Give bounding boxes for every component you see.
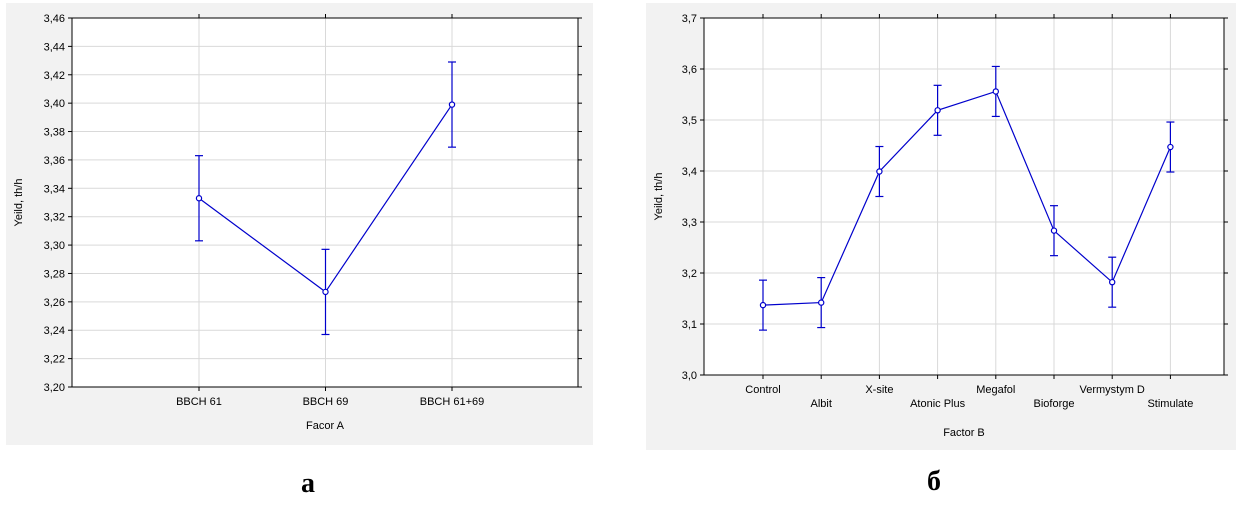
- chart-a: 3,20 3,22 3,24 3,26 3,28 3,30 3,32 3,34 3,36 3,38…: [13, 13, 582, 432]
- data-point: [448, 101, 456, 108]
- y-tick-label: 3,24: [44, 325, 65, 337]
- y-tick-label: 3,1: [682, 319, 697, 331]
- y-tick-label: 3,7: [682, 13, 697, 25]
- x-tick-label: Control: [745, 384, 780, 396]
- y-tick-label: 3,22: [44, 354, 65, 366]
- y-tick-label: 3,28: [44, 268, 65, 280]
- x-tick-label: Stimulate: [1147, 398, 1193, 410]
- x-tick-label: X-site: [865, 384, 893, 396]
- y-tick-label: 3,40: [44, 98, 65, 110]
- x-axis-label: Facor A: [306, 420, 345, 432]
- data-point: [992, 88, 999, 95]
- y-tick-label: 3,6: [682, 64, 697, 76]
- y-axis-label: Yeild, th/h: [13, 179, 25, 227]
- x-tick-label: Atonic Plus: [910, 398, 966, 410]
- data-point: [195, 195, 203, 202]
- y-tick-label: 3,32: [44, 212, 65, 224]
- y-tick-label: 3,4: [682, 166, 697, 178]
- y-tick-label: 3,44: [44, 41, 65, 53]
- caption-b: б: [927, 466, 941, 497]
- x-tick-label: Albit: [810, 398, 831, 410]
- y-tick-label: 3,38: [44, 127, 65, 139]
- caption-a: а: [301, 468, 315, 499]
- x-tick-label: BBCH 69: [303, 396, 349, 408]
- x-tick-label: Bioforge: [1034, 398, 1075, 410]
- data-point: [934, 107, 941, 114]
- y-tick-label: 3,42: [44, 70, 65, 82]
- data-point: [322, 288, 329, 296]
- series-line: [762, 90, 1171, 306]
- x-tick-label: Megafol: [976, 384, 1015, 396]
- y-axis-label: Yeild, th/h: [653, 173, 665, 221]
- x-tick-label: BBCH 61: [176, 396, 222, 408]
- y-tick-label: 3,3: [682, 217, 697, 229]
- y-tick-label: 3,34: [44, 183, 65, 195]
- y-tick-label: 3,20: [44, 382, 65, 394]
- data-point: [759, 301, 767, 309]
- plot-border: [703, 17, 1225, 376]
- data-point: [1109, 278, 1116, 286]
- y-tick-label: 3,2: [682, 268, 697, 280]
- y-tick-label: 3,5: [682, 115, 697, 127]
- data-point: [1167, 143, 1174, 151]
- x-tick-label: BBCH 61+69: [420, 396, 485, 408]
- chart-b: 3,0 3,1 3,2 3,3 3,4 3,5 3,6 3,7 Control Albit X-si…: [653, 13, 1228, 439]
- x-tick-label: Vermystym D: [1079, 384, 1144, 396]
- y-tick-label: 3,36: [44, 155, 65, 167]
- chart-panel-a: 3,20 3,22 3,24 3,26 3,28 3,30 3,32 3,34 3,36 3,38…: [6, 3, 593, 445]
- y-tick-label: 3,0: [682, 370, 697, 382]
- y-tick-label: 3,46: [44, 13, 65, 25]
- data-point: [876, 168, 883, 175]
- plot-area: [704, 18, 1224, 375]
- x-axis-label: Factor B: [943, 427, 985, 439]
- data-point: [1050, 227, 1058, 234]
- chart-panel-b: 3,0 3,1 3,2 3,3 3,4 3,5 3,6 3,7 Control Albit X-si…: [646, 3, 1236, 450]
- y-tick-label: 3,26: [44, 297, 65, 309]
- y-tick-label: 3,30: [44, 240, 65, 252]
- data-point: [817, 299, 825, 306]
- plot-border: [71, 17, 579, 388]
